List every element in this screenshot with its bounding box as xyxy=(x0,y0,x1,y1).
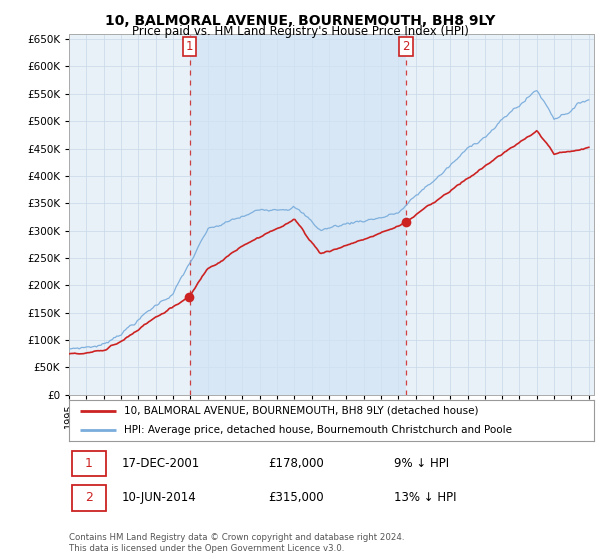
Text: 9% ↓ HPI: 9% ↓ HPI xyxy=(395,457,449,470)
Text: 10, BALMORAL AVENUE, BOURNEMOUTH, BH8 9LY (detached house): 10, BALMORAL AVENUE, BOURNEMOUTH, BH8 9L… xyxy=(124,406,479,416)
Text: 1: 1 xyxy=(85,457,92,470)
Text: 1: 1 xyxy=(186,40,193,53)
FancyBboxPatch shape xyxy=(71,451,106,477)
Bar xyxy=(190,34,406,395)
Text: 13% ↓ HPI: 13% ↓ HPI xyxy=(395,492,457,505)
Text: This data is licensed under the Open Government Licence v3.0.: This data is licensed under the Open Gov… xyxy=(69,544,344,553)
Text: 2: 2 xyxy=(85,492,92,505)
Text: 2: 2 xyxy=(402,40,410,53)
Text: £178,000: £178,000 xyxy=(269,457,324,470)
Text: HPI: Average price, detached house, Bournemouth Christchurch and Poole: HPI: Average price, detached house, Bour… xyxy=(124,424,512,435)
Text: 10, BALMORAL AVENUE, BOURNEMOUTH, BH8 9LY: 10, BALMORAL AVENUE, BOURNEMOUTH, BH8 9L… xyxy=(105,14,495,28)
Text: Contains HM Land Registry data © Crown copyright and database right 2024.: Contains HM Land Registry data © Crown c… xyxy=(69,533,404,542)
Text: 10-JUN-2014: 10-JUN-2014 xyxy=(121,492,196,505)
FancyBboxPatch shape xyxy=(71,485,106,511)
Text: 17-DEC-2001: 17-DEC-2001 xyxy=(121,457,200,470)
Text: Price paid vs. HM Land Registry's House Price Index (HPI): Price paid vs. HM Land Registry's House … xyxy=(131,25,469,38)
Text: £315,000: £315,000 xyxy=(269,492,324,505)
